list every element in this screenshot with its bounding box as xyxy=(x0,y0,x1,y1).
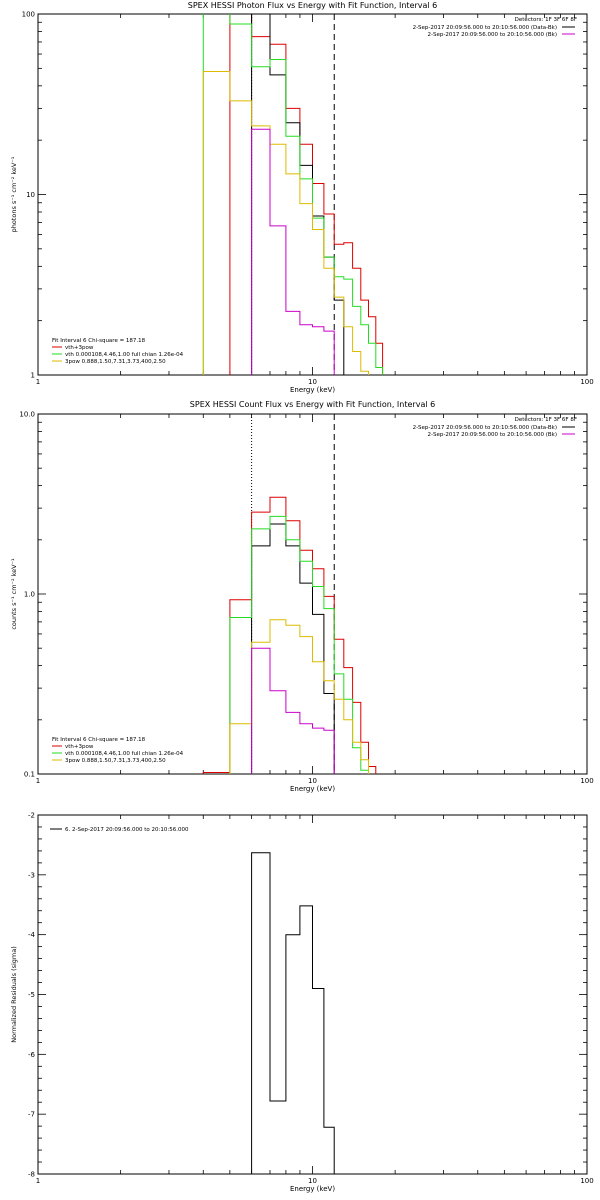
count-ytick-label: 10.0 xyxy=(19,411,35,419)
photon-ytick-label: 1 xyxy=(31,372,35,380)
residual-x-axis-label: Energy (keV) xyxy=(290,1185,335,1193)
residual-y-axis-label: Normalized Residuals (sigma) xyxy=(10,946,18,1043)
residual-xtick-label: 10 xyxy=(308,1177,317,1185)
count-series-group xyxy=(202,496,377,774)
count-series-vth-3pow xyxy=(202,496,377,774)
residual-ytick-label: -5 xyxy=(28,991,35,999)
count-series-3pow xyxy=(229,619,369,774)
count-chart-title: SPEX HESSI Count Flux vs Energy with Fit… xyxy=(190,400,435,409)
photon-legend-bottom-label: vth 0.000108,4.46,1.00 full chian 1.26e-… xyxy=(65,352,184,358)
count-legend-top-label: 2-Sep-2017 20:09:56.000 to 20:10:56.000 … xyxy=(413,425,557,431)
photon-x-axis-label: Energy (keV) xyxy=(290,386,335,394)
count-ytick-label: 1.0 xyxy=(24,591,35,599)
residual-ytick-label: -2 xyxy=(28,812,35,820)
residual-series-black xyxy=(251,852,335,1174)
count-x-axis-label: Energy (keV) xyxy=(290,785,335,793)
photon-xtick-label: 10 xyxy=(308,378,317,386)
photon-y-axis-label: photons s⁻¹ cm⁻² keV⁻¹ xyxy=(10,156,18,232)
photon-legend-top-label: 2-Sep-2017 20:09:56.000 to 20:10:56.000 … xyxy=(413,25,557,31)
residuals-panel: 1 10 100 Energy (keV) -8 -7 -6 -5 -4 -3 -2 Normaliz… xyxy=(10,812,594,1194)
photon-flux-panel: SPEX HESSI Photon Flux vs Energy with Fi… xyxy=(10,1,594,394)
photon-ytick-label: 100 xyxy=(22,11,35,19)
count-legend-bottom-label: vth 0.000108,4.46,1.00 full chian 1.26e-… xyxy=(65,751,184,757)
photon-legend-top-label: 2-Sep-2017 20:09:56.000 to 20:10:56.000 … xyxy=(428,32,558,38)
residual-legend-label: 6. 2-Sep-2017 20:09:56.000 to 20:10:56.0… xyxy=(65,827,189,833)
residual-series-group xyxy=(251,852,335,1174)
residual-xtick-label: 1 xyxy=(36,1177,40,1185)
residual-xtick-label: 100 xyxy=(580,1177,593,1185)
count-legend-bottom-label: vth+3pow xyxy=(65,744,94,750)
count-xtick-label: 1 xyxy=(36,777,40,785)
count-legend-bottom-label: 3pow 0.888,1.50,7.31,3.73,400,2.50 xyxy=(65,758,166,764)
photon-fit-label: Fit Interval 6 Chi-square = 187.18 xyxy=(52,338,146,344)
photon-legend-bottom-label: vth+3pow xyxy=(65,345,94,351)
photon-detectors-label: Detectors: 1F 3F 6F 8F xyxy=(515,17,577,23)
photon-chart-title: SPEX HESSI Photon Flux vs Energy with Fi… xyxy=(188,1,438,10)
photon-series-group xyxy=(202,14,384,375)
residual-ytick-label: -4 xyxy=(28,931,36,939)
count-series-bk xyxy=(251,647,335,774)
residual-ytick-label: -6 xyxy=(28,1051,36,1059)
count-fit-label: Fit Interval 6 Chi-square = 187.18 xyxy=(52,737,146,743)
photon-legend-bottom-label: 3pow 0.888,1.50,7.31,3.73,400,2.50 xyxy=(65,359,166,365)
count-flux-panel: SPEX HESSI Count Flux vs Energy with Fit… xyxy=(10,400,594,793)
count-ytick-label: 0.1 xyxy=(24,771,35,779)
count-xtick-label: 10 xyxy=(308,777,317,785)
residual-ytick-label: -3 xyxy=(28,871,35,879)
count-series-vth xyxy=(229,515,369,774)
count-legend-top-label: 2-Sep-2017 20:09:56.000 to 20:10:56.000 … xyxy=(428,432,558,438)
count-xtick-label: 100 xyxy=(580,777,593,785)
residual-plot-frame xyxy=(37,814,588,1175)
residual-ytick-label: -8 xyxy=(28,1171,35,1179)
count-series-data-bk xyxy=(251,523,335,774)
photon-xtick-label: 100 xyxy=(580,378,593,386)
photon-series-vth-3pow xyxy=(229,14,384,375)
photon-series-data-bk xyxy=(251,14,345,375)
photon-series-bk xyxy=(251,128,335,375)
photon-ytick-label: 10 xyxy=(26,191,35,199)
photon-xtick-label: 1 xyxy=(36,378,40,386)
count-detectors-label: Detectors: 1F 3F 6F 8F xyxy=(515,417,577,423)
count-y-axis-label: counts s⁻¹ cm⁻² keV⁻¹ xyxy=(10,558,18,630)
photon-series-3pow xyxy=(202,71,369,375)
residual-ytick-label: -7 xyxy=(28,1111,35,1119)
